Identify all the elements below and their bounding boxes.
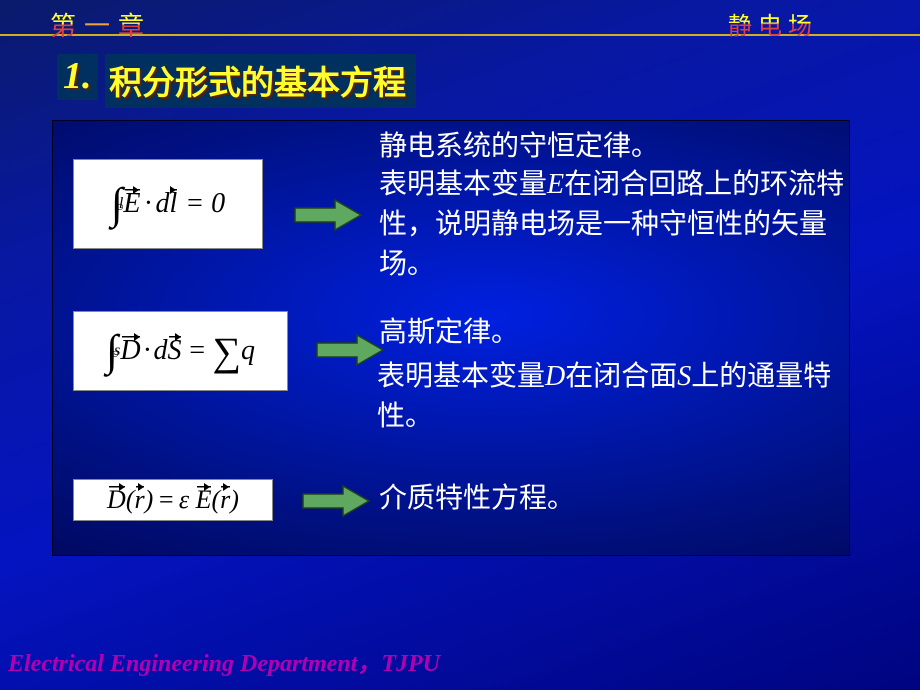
- equation-3: D(r) = ε E(r): [73, 479, 273, 521]
- desc-1a: 静电系统的守恒定律。: [379, 127, 839, 167]
- arrow-icon: [293, 198, 363, 232]
- desc-2a: 高斯定律。: [379, 313, 839, 353]
- footer-text: Electrical Engineering Department，TJPU: [8, 643, 440, 678]
- chapter-left: 第 一 章: [50, 6, 152, 43]
- desc-2b: 表明基本变量D在闭合面S上的通量特性。: [377, 357, 857, 437]
- chapter-right: 静 电 场: [728, 6, 818, 41]
- equation-1: ∫l E · dl = 0: [73, 159, 263, 249]
- desc-3: 介质特性方程。: [379, 479, 839, 519]
- arrow-icon: [315, 333, 385, 367]
- desc-1b: 表明基本变量E在闭合回路上的环流特性，说明静电场是一种守恒性的矢量场。: [379, 165, 849, 285]
- equation-2: ∫s D · dS = ∑ q: [73, 311, 288, 391]
- content-panel: ∫l E · dl = 0 ∫s D · dS = ∑ q D(r) = ε E…: [52, 120, 850, 556]
- section-title: 积分形式的基本方程: [105, 54, 416, 108]
- arrow-icon: [301, 484, 371, 518]
- section-number: 1.: [57, 54, 98, 100]
